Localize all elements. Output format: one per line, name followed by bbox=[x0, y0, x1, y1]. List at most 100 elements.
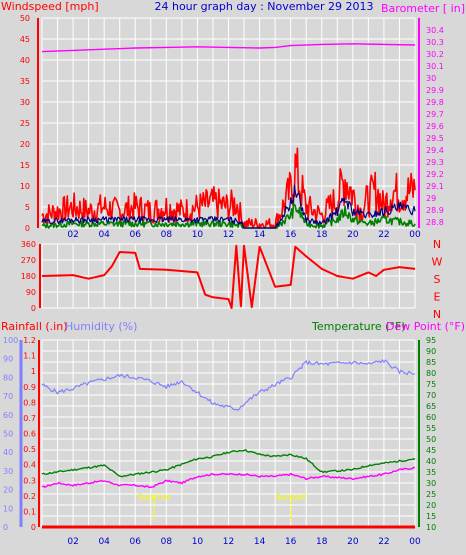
humidity-tick-label: 10 bbox=[3, 504, 13, 513]
hour-tick-label: 14 bbox=[254, 537, 266, 547]
hour-tick-label: 04 bbox=[98, 537, 110, 547]
barometer-tick-label: 30.4 bbox=[426, 26, 444, 35]
labels: Windspeed [mph] 24 hour graph day : Nove… bbox=[1, 0, 465, 333]
temperature-tick-label: 80 bbox=[426, 369, 436, 378]
wind-tick-label: 0 bbox=[25, 224, 30, 233]
hour-tick-label: 20 bbox=[347, 537, 359, 547]
barometer-axis-title: Barometer [ in] bbox=[381, 2, 465, 15]
compass-label: E bbox=[434, 291, 441, 304]
humidity-tick-label: 100 bbox=[3, 336, 18, 345]
wind-average-series bbox=[41, 184, 416, 229]
temperature-tick-label: 40 bbox=[426, 457, 436, 466]
hour-tick-label: 02 bbox=[67, 537, 78, 547]
humidity-series bbox=[41, 359, 416, 411]
dewpoint-axis-title: Dew Point (°F) bbox=[386, 320, 465, 333]
temperature-tick-label: 65 bbox=[426, 402, 436, 411]
barometer-tick-label: 30.3 bbox=[426, 38, 444, 47]
barometer-tick-label: 30 bbox=[426, 74, 436, 83]
barometer-tick-label: 29.7 bbox=[426, 110, 444, 119]
hour-tick-label: 08 bbox=[161, 230, 173, 240]
humidity-axis-title: Humidity (%) bbox=[65, 320, 137, 333]
barometer-tick-label: 29.9 bbox=[426, 86, 444, 95]
barometer-tick-label: 29.6 bbox=[426, 122, 444, 131]
hour-tick-label: 14 bbox=[254, 230, 266, 240]
direction-tick-label: 0 bbox=[31, 304, 36, 313]
direction-tick-label: 180 bbox=[21, 272, 36, 281]
humidity-tick-label: 50 bbox=[3, 430, 13, 439]
compass-label: N bbox=[433, 238, 441, 251]
barometer-tick-label: 29.5 bbox=[426, 134, 444, 143]
humidity-tick-label: 60 bbox=[3, 411, 13, 420]
rain-tick-label: 1 bbox=[31, 367, 36, 376]
rain-axis-title: Rainfall (.in) bbox=[1, 320, 68, 333]
hour-tick-label: 00 bbox=[409, 230, 421, 240]
humidity-tick-label: 0 bbox=[3, 523, 8, 532]
hour-tick-label: 18 bbox=[316, 230, 328, 240]
hour-tick-label: 22 bbox=[378, 230, 389, 240]
hour-tick-label: 18 bbox=[316, 537, 328, 547]
temperature-tick-label: 55 bbox=[426, 424, 436, 433]
direction-tick-label: 360 bbox=[21, 240, 36, 249]
wind-tick-label: 15 bbox=[20, 161, 30, 170]
temperature-tick-label: 95 bbox=[426, 336, 436, 345]
temperature-tick-label: 45 bbox=[426, 446, 436, 455]
wind-tick-label: 50 bbox=[20, 14, 30, 23]
temperature-tick-label: 50 bbox=[426, 435, 436, 444]
hour-tick-label: 16 bbox=[285, 230, 297, 240]
temperature-tick-label: 10 bbox=[426, 523, 436, 532]
temperature-tick-label: 15 bbox=[426, 512, 436, 521]
temperature-tick-label: 90 bbox=[426, 347, 436, 356]
temperature-axis-title: Temperature (°F) bbox=[311, 320, 406, 333]
wind-tick-label: 25 bbox=[20, 119, 30, 128]
hour-tick-label: 04 bbox=[98, 230, 110, 240]
temperature-tick-label: 35 bbox=[426, 468, 436, 477]
hour-tick-label: 20 bbox=[347, 230, 359, 240]
barometer-tick-label: 28.8 bbox=[426, 218, 444, 227]
compass-label: S bbox=[434, 273, 441, 286]
humidity-tick-label: 90 bbox=[3, 355, 13, 364]
temperature-tick-label: 85 bbox=[426, 358, 436, 367]
barometer-tick-label: 29.1 bbox=[426, 182, 444, 191]
rain-tick-label: 1.2 bbox=[23, 336, 36, 345]
compass-label: W bbox=[432, 256, 443, 269]
rain-tick-label: 0.2 bbox=[23, 492, 36, 501]
series: Sunrise Sunset bbox=[41, 43, 416, 529]
hour-tick-label: 12 bbox=[223, 537, 234, 547]
direction-tick-label: 270 bbox=[21, 256, 36, 265]
hour-tick-label: 10 bbox=[192, 537, 204, 547]
rain-tick-label: 1.1 bbox=[23, 352, 36, 361]
barometer-tick-label: 28.9 bbox=[426, 206, 444, 215]
wind-tick-label: 20 bbox=[20, 140, 30, 149]
graph-title: 24 hour graph day : November 29 2013 bbox=[154, 0, 373, 13]
humidity-tick-label: 20 bbox=[3, 486, 13, 495]
rain-tick-label: 0.9 bbox=[23, 383, 36, 392]
hour-tick-label: 12 bbox=[223, 230, 234, 240]
hour-tick-label: 08 bbox=[161, 537, 173, 547]
barometer-tick-label: 29.4 bbox=[426, 146, 444, 155]
rain-tick-label: 0.4 bbox=[23, 461, 36, 470]
temperature-tick-label: 75 bbox=[426, 380, 436, 389]
temperature-tick-label: 70 bbox=[426, 391, 436, 400]
wind-direction-series bbox=[41, 244, 416, 309]
rain-tick-label: 0.1 bbox=[23, 507, 36, 516]
wind-axis-title: Windspeed [mph] bbox=[1, 0, 99, 13]
wind-low-series bbox=[41, 203, 416, 229]
rain-tick-label: 0.6 bbox=[23, 430, 36, 439]
wind-tick-label: 45 bbox=[20, 35, 30, 44]
rain-tick-label: 0 bbox=[31, 523, 36, 532]
barometer-tick-label: 29.3 bbox=[426, 158, 444, 167]
compass-label: N bbox=[433, 308, 441, 321]
barometer-tick-label: 29 bbox=[426, 194, 436, 203]
temperature-tick-label: 30 bbox=[426, 479, 436, 488]
barometer-tick-label: 30.1 bbox=[426, 62, 444, 71]
rain-tick-label: 0.7 bbox=[23, 414, 36, 423]
temperature-tick-label: 20 bbox=[426, 501, 436, 510]
rain-tick-label: 0.5 bbox=[23, 445, 36, 454]
wind-tick-label: 5 bbox=[25, 203, 30, 212]
hour-tick-label: 02 bbox=[67, 230, 78, 240]
humidity-tick-label: 40 bbox=[3, 448, 13, 457]
wind-tick-label: 10 bbox=[20, 182, 30, 191]
humidity-tick-label: 30 bbox=[3, 467, 13, 476]
hour-tick-label: 00 bbox=[409, 537, 421, 547]
